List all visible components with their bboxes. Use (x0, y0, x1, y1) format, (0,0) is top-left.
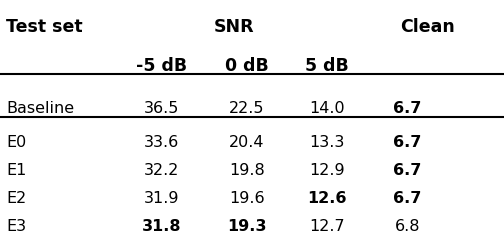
Text: -5 dB: -5 dB (136, 57, 187, 75)
Text: 19.6: 19.6 (229, 191, 265, 206)
Text: 20.4: 20.4 (229, 135, 265, 150)
Text: 31.9: 31.9 (144, 191, 179, 206)
Text: 22.5: 22.5 (229, 101, 265, 116)
Text: 12.9: 12.9 (309, 163, 345, 178)
Text: 5 dB: 5 dB (305, 57, 349, 75)
Text: SNR: SNR (214, 18, 255, 35)
Text: E1: E1 (7, 163, 27, 178)
Text: 0 dB: 0 dB (225, 57, 269, 75)
Text: 19.3: 19.3 (227, 219, 267, 234)
Text: 32.2: 32.2 (144, 163, 179, 178)
Text: 13.3: 13.3 (309, 135, 345, 150)
Text: Baseline: Baseline (7, 101, 75, 116)
Text: Clean: Clean (400, 18, 455, 35)
Text: E2: E2 (7, 191, 27, 206)
Text: 6.7: 6.7 (393, 163, 421, 178)
Text: 12.7: 12.7 (309, 219, 345, 234)
Text: 12.6: 12.6 (307, 191, 347, 206)
Text: 31.8: 31.8 (142, 219, 181, 234)
Text: 14.0: 14.0 (309, 101, 345, 116)
Text: E0: E0 (7, 135, 27, 150)
Text: 36.5: 36.5 (144, 101, 179, 116)
Text: E3: E3 (7, 219, 27, 234)
Text: 6.7: 6.7 (393, 101, 421, 116)
Text: 19.8: 19.8 (229, 163, 265, 178)
Text: 6.7: 6.7 (393, 135, 421, 150)
Text: 33.6: 33.6 (144, 135, 179, 150)
Text: Test set: Test set (7, 18, 83, 35)
Text: 6.7: 6.7 (393, 191, 421, 206)
Text: 6.8: 6.8 (395, 219, 420, 234)
